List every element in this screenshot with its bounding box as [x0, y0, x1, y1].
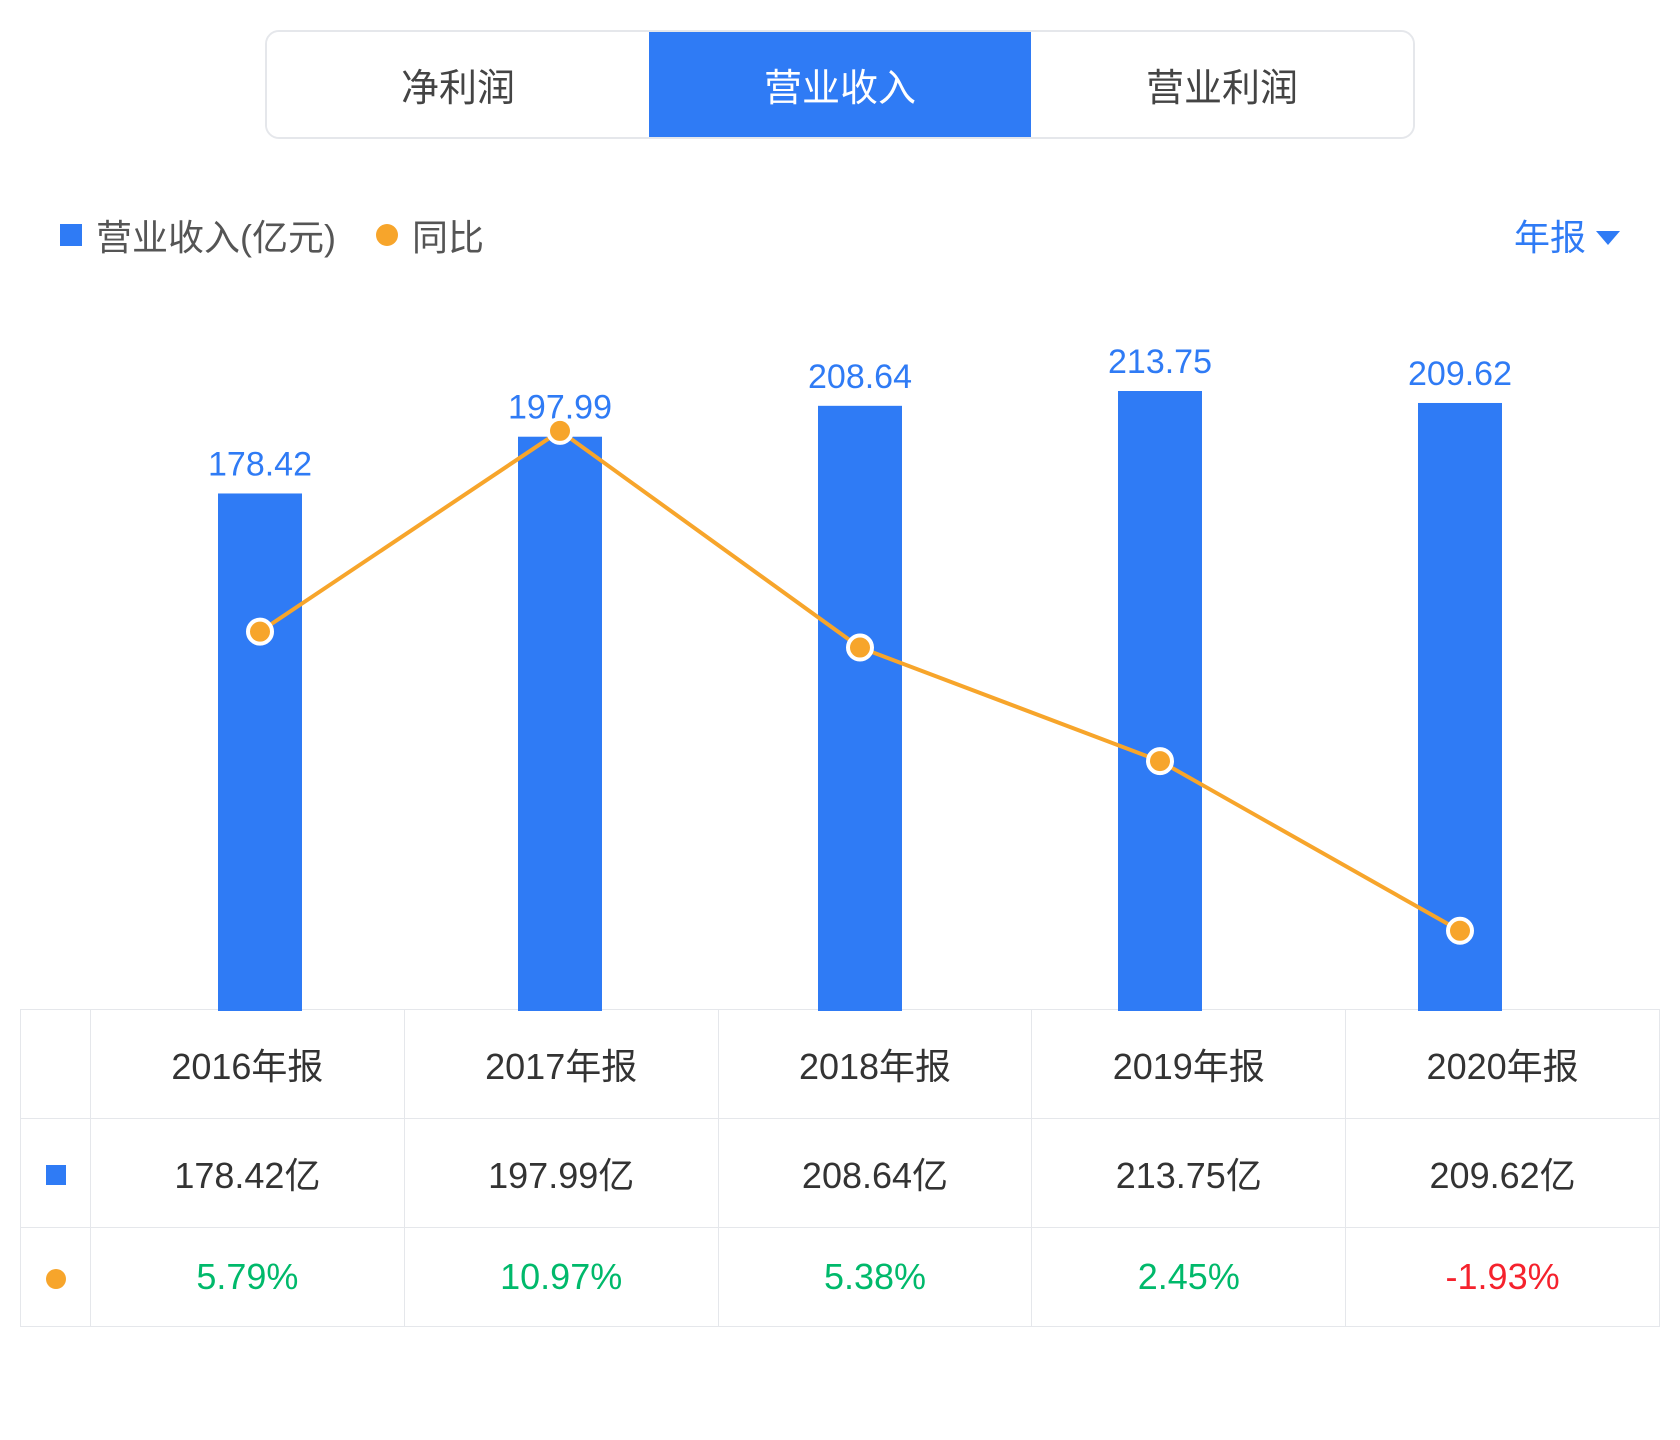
- table-cell: -1.93%: [1346, 1228, 1660, 1327]
- svg-text:208.64: 208.64: [808, 358, 912, 396]
- table-header-blank: [21, 1010, 91, 1119]
- legend-bar-label: 营业收入(亿元): [96, 209, 336, 261]
- revenue-chart: 178.42197.99208.64213.75209.62: [20, 321, 1660, 1011]
- table-cell: 213.75亿: [1032, 1119, 1346, 1228]
- table-cell: 208.64亿: [718, 1119, 1032, 1228]
- legend-line-label: 同比: [412, 209, 484, 261]
- chevron-down-icon: [1596, 231, 1620, 245]
- svg-text:213.75: 213.75: [1108, 343, 1212, 381]
- table-cell: 5.38%: [718, 1228, 1032, 1327]
- row-icon-bar: [21, 1119, 91, 1228]
- table-header-row: 2016年报 2017年报 2018年报 2019年报 2020年报: [21, 1010, 1660, 1119]
- circle-icon: [46, 1269, 66, 1289]
- table-cell: 5.79%: [91, 1228, 405, 1327]
- square-swatch-icon: [60, 224, 82, 246]
- tab-net-profit[interactable]: 净利润: [267, 32, 649, 137]
- legend-bar: 营业收入(亿元): [60, 209, 336, 261]
- legend-row: 营业收入(亿元) 同比 年报: [20, 179, 1660, 271]
- row-icon-line: [21, 1228, 91, 1327]
- legend-line: 同比: [376, 209, 484, 261]
- square-icon: [46, 1165, 66, 1185]
- table-row-line: 5.79% 10.97% 5.38% 2.45% -1.93%: [21, 1228, 1660, 1327]
- tab-operating-profit[interactable]: 营业利润: [1031, 32, 1413, 137]
- data-table: 2016年报 2017年报 2018年报 2019年报 2020年报 178.4…: [20, 1009, 1660, 1327]
- table-row-bar: 178.42亿 197.99亿 208.64亿 213.75亿 209.62亿: [21, 1119, 1660, 1228]
- table-header: 2019年报: [1032, 1010, 1346, 1119]
- table-cell: 209.62亿: [1346, 1119, 1660, 1228]
- table-header: 2020年报: [1346, 1010, 1660, 1119]
- svg-text:178.42: 178.42: [208, 445, 312, 483]
- table-cell: 2.45%: [1032, 1228, 1346, 1327]
- table-header: 2016年报: [91, 1010, 405, 1119]
- period-label: 年报: [1514, 209, 1586, 261]
- table-header: 2018年报: [718, 1010, 1032, 1119]
- table-cell: 178.42亿: [91, 1119, 405, 1228]
- circle-swatch-icon: [376, 224, 398, 246]
- tab-revenue[interactable]: 营业收入: [649, 32, 1031, 137]
- metric-tabs: 净利润 营业收入 营业利润: [265, 30, 1415, 139]
- svg-text:209.62: 209.62: [1408, 355, 1512, 393]
- table-cell: 10.97%: [404, 1228, 718, 1327]
- table-cell: 197.99亿: [404, 1119, 718, 1228]
- table-header: 2017年报: [404, 1010, 718, 1119]
- period-dropdown[interactable]: 年报: [1514, 209, 1620, 261]
